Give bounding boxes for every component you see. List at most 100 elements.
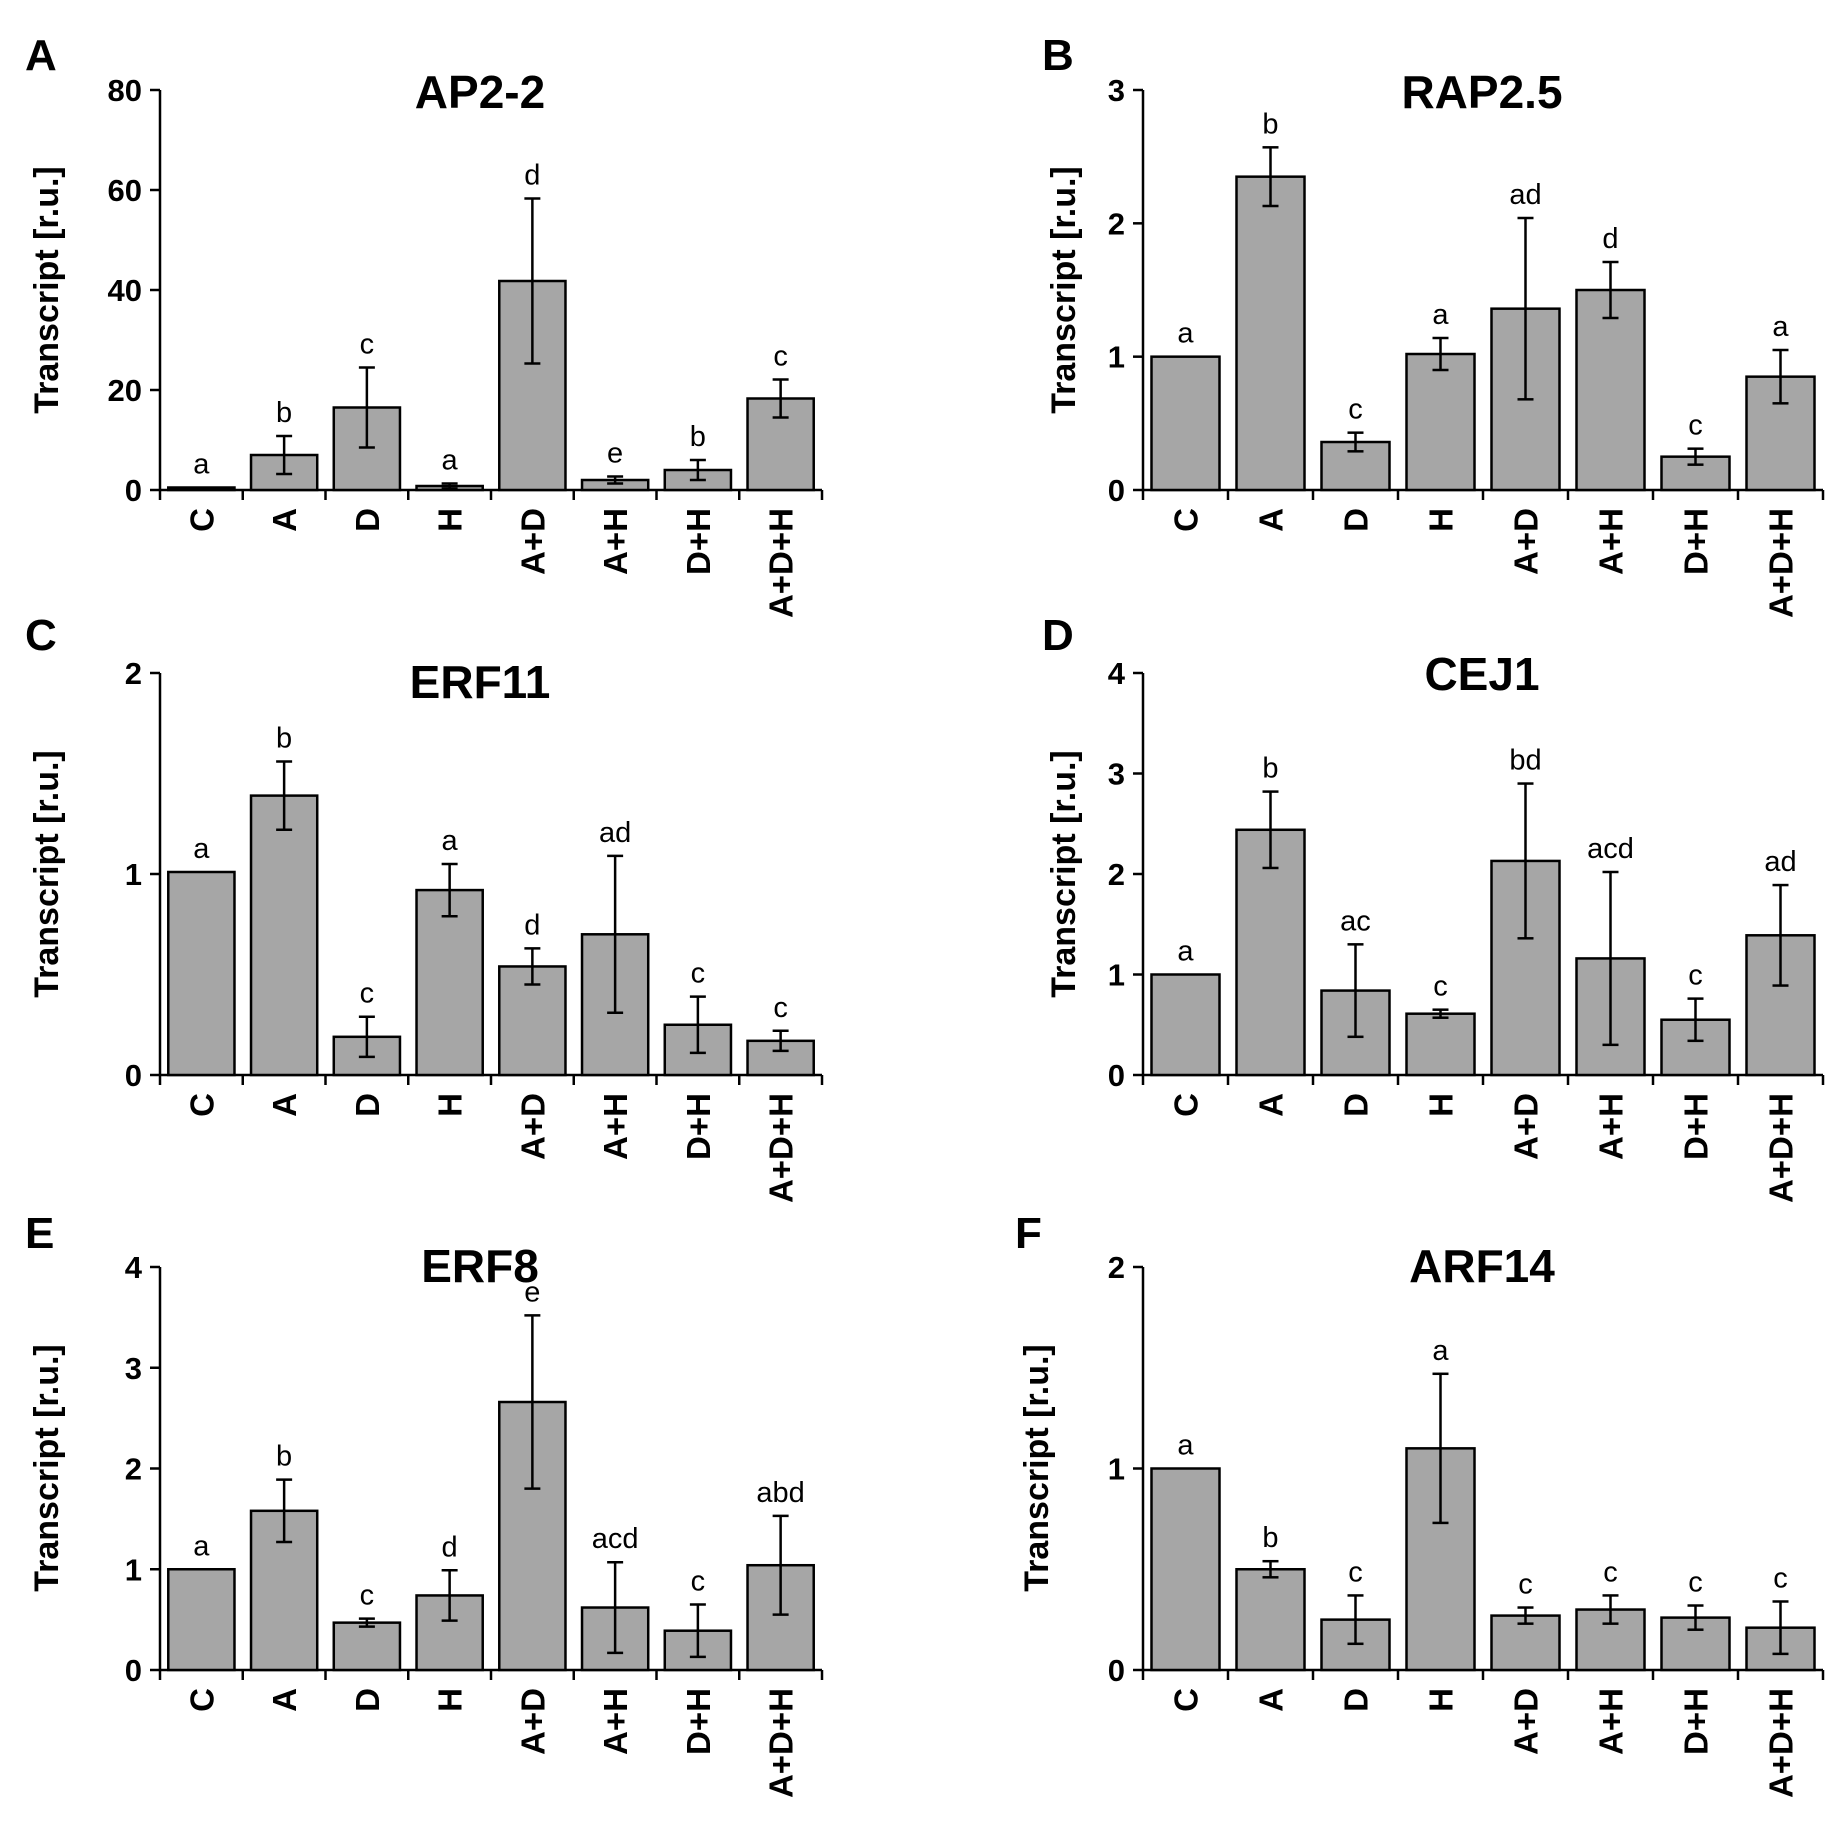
y-tick-label: 2	[125, 1452, 142, 1487]
significance-label: a	[1177, 318, 1194, 350]
y-axis-label: Transcript [r.u.]	[28, 750, 66, 998]
x-tick-label: C	[183, 1093, 220, 1117]
chart-title: ARF14	[1409, 1240, 1555, 1292]
x-tick-label: C	[183, 508, 220, 532]
x-tick-label: A+D	[514, 1688, 551, 1755]
x-tick-label: D+H	[1678, 508, 1715, 575]
significance-label: c	[1603, 1556, 1618, 1588]
significance-label: c	[360, 1580, 375, 1612]
significance-label: acd	[592, 1523, 639, 1555]
x-tick-label: D+H	[680, 508, 717, 575]
significance-label: a	[193, 833, 210, 865]
bar	[1150, 1467, 1221, 1672]
x-tick-label: A+D+H	[1763, 508, 1800, 618]
y-tick-label: 0	[1108, 473, 1125, 508]
x-tick-label: D+H	[1678, 1093, 1715, 1160]
x-tick-label: C	[1168, 1688, 1205, 1712]
x-tick-label: H	[432, 1688, 469, 1712]
x-tick-label: A+D	[1508, 1688, 1545, 1755]
significance-label: b	[1262, 1522, 1278, 1554]
significance-label: a	[442, 445, 459, 477]
significance-label: ad	[1509, 179, 1541, 211]
x-tick-label: H	[1423, 1688, 1460, 1712]
chart-title: ERF8	[421, 1240, 539, 1292]
significance-label: c	[1688, 960, 1703, 992]
significance-label: b	[690, 421, 706, 453]
significance-label: b	[276, 397, 292, 429]
bar	[1405, 1012, 1476, 1077]
significance-label: bd	[1509, 745, 1541, 777]
x-tick-label: A+H	[1593, 1688, 1630, 1755]
significance-label: c	[691, 1566, 706, 1598]
bar	[1235, 175, 1306, 492]
x-tick-label: A+D+H	[1763, 1093, 1800, 1203]
x-tick-label: A	[1253, 1688, 1290, 1712]
significance-label: a	[1772, 311, 1789, 343]
x-tick-label: H	[432, 1093, 469, 1117]
significance-label: ad	[1764, 846, 1796, 878]
significance-label: a	[1177, 936, 1194, 968]
y-axis-label: Transcript [r.u.]	[1045, 750, 1083, 998]
significance-label: c	[360, 329, 375, 361]
significance-label: c	[1773, 1562, 1788, 1594]
x-tick-label: C	[1168, 1093, 1205, 1117]
x-tick-label: D+H	[680, 1093, 717, 1160]
y-axis-label: Transcript [r.u.]	[28, 1344, 66, 1592]
y-tick-label: 80	[108, 73, 142, 108]
x-tick-label: D	[1338, 508, 1375, 532]
significance-label: b	[276, 1441, 292, 1473]
x-tick-label: H	[432, 508, 469, 532]
y-tick-label: 20	[108, 373, 142, 408]
significance-label: c	[1688, 410, 1703, 442]
chart-title: ERF11	[410, 656, 551, 708]
significance-label: acd	[1587, 833, 1634, 865]
significance-label: c	[360, 978, 375, 1010]
panel-letter: D	[1042, 611, 1074, 660]
x-tick-label: A+D	[1508, 1093, 1545, 1160]
panel-letter: C	[25, 611, 57, 660]
significance-label: a	[1432, 1335, 1449, 1367]
y-tick-label: 4	[1108, 656, 1126, 691]
y-tick-label: 60	[108, 173, 142, 208]
y-tick-label: 1	[1108, 1452, 1125, 1487]
bar	[415, 888, 484, 1077]
y-tick-label: 3	[1108, 73, 1125, 108]
bar	[1405, 352, 1476, 492]
y-axis-label: Transcript [r.u.]	[1018, 1344, 1056, 1592]
significance-label: d	[524, 160, 540, 192]
bar	[167, 870, 236, 1077]
significance-label: a	[193, 449, 210, 481]
chart-panel-e: E ERF8 Transcript [r.u.] 0 1 2 3 4 a Cb Ac Dd He A+D a…	[25, 1209, 824, 1798]
x-tick-label: C	[1168, 508, 1205, 532]
bar	[249, 794, 319, 1077]
x-tick-label: A	[1253, 508, 1290, 532]
x-tick-label: C	[183, 1688, 220, 1712]
y-tick-label: 1	[1108, 958, 1125, 993]
significance-label: c	[1348, 1556, 1363, 1588]
chart-panel-f: F ARF14 Transcript [r.u.] 0 1 2 a Cb Ac Da Hc A+D c A…	[1015, 1209, 1825, 1798]
bar	[1235, 828, 1306, 1077]
significance-label: b	[1262, 753, 1278, 785]
x-tick-label: D	[1338, 1093, 1375, 1117]
y-tick-label: 1	[1108, 340, 1125, 375]
x-tick-label: D+H	[1678, 1688, 1715, 1755]
significance-label: c	[1433, 971, 1448, 1003]
y-axis-label: Transcript [r.u.]	[1045, 166, 1083, 414]
y-tick-label: 2	[1108, 206, 1125, 241]
significance-label: c	[1348, 394, 1363, 426]
x-tick-label: D+H	[680, 1688, 717, 1755]
chart-panel-d: D CEJ1 Transcript [r.u.] 0 1 2 3 4 a Cb Aac Dc Hbd A+…	[1042, 611, 1825, 1203]
panel-letter: F	[1015, 1209, 1042, 1258]
bar	[167, 1568, 236, 1672]
x-tick-label: D	[349, 1093, 386, 1117]
x-tick-label: D	[349, 1688, 386, 1712]
significance-label: c	[773, 992, 788, 1024]
x-tick-label: A+D	[1508, 508, 1545, 575]
y-tick-label: 40	[108, 273, 142, 308]
significance-label: ad	[599, 817, 631, 849]
chart-panel-c: C ERF11 Transcript [r.u.] 0 1 2 a Cb Ac Da Hd A+D ad…	[25, 611, 824, 1203]
y-tick-label: 0	[1108, 1653, 1125, 1688]
panel-letter: E	[25, 1209, 54, 1258]
